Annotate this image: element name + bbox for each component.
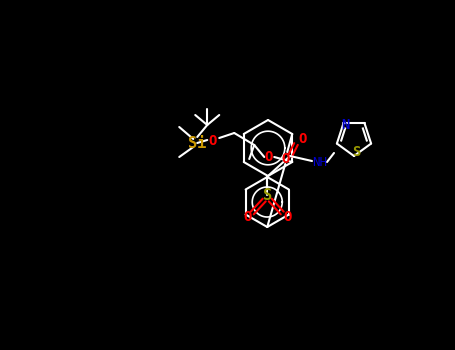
Text: O: O (243, 210, 252, 224)
Text: O: O (281, 152, 289, 166)
Text: O: O (264, 150, 273, 164)
Text: Si: Si (188, 135, 207, 150)
Text: N: N (341, 118, 349, 132)
Text: O: O (283, 210, 292, 224)
Text: S: S (352, 145, 360, 159)
Text: O: O (208, 134, 217, 148)
Text: S: S (263, 188, 272, 203)
Text: O: O (299, 132, 307, 146)
Text: NH: NH (313, 156, 328, 169)
